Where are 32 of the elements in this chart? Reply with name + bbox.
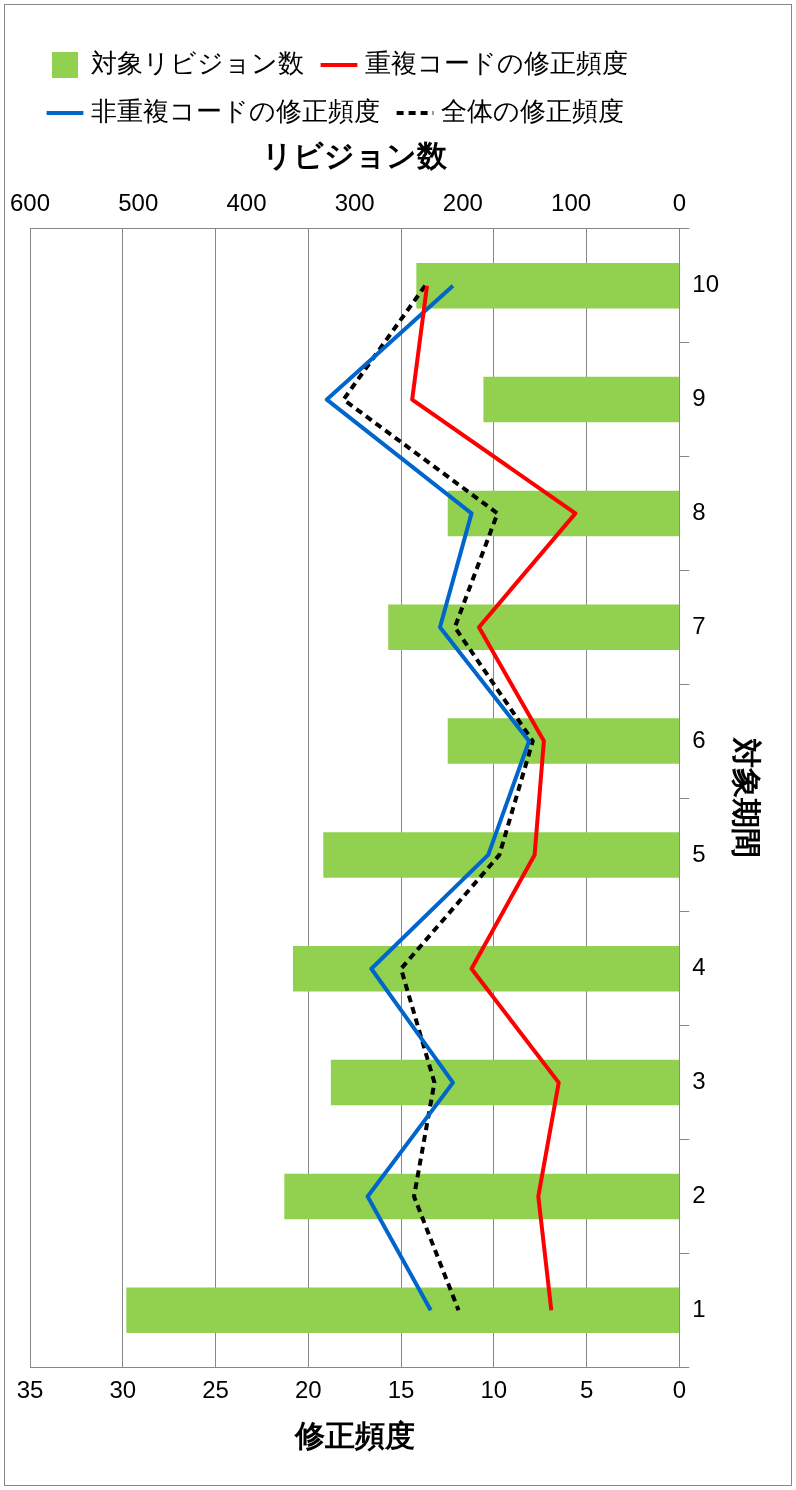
x2-tick-label: 0 — [672, 189, 686, 217]
y-tick-label: 9 — [692, 384, 706, 412]
x-axis-title: 修正頻度 — [293, 1419, 415, 1453]
x-tick-label: 20 — [294, 1376, 322, 1404]
x-tick-label: 5 — [579, 1376, 594, 1404]
y-tick-label: 2 — [692, 1181, 706, 1209]
x2-tick-label: 300 — [334, 189, 375, 217]
legend-label: 対象リビジョン数 — [91, 48, 304, 79]
y-tick-label: 7 — [692, 611, 706, 639]
y-tick-label: 6 — [692, 725, 706, 753]
legend-label: 非重複コードの修正頻度 — [91, 96, 380, 127]
x-tick-label: 15 — [387, 1376, 415, 1404]
legend-label: 重複コードの修正頻度 — [365, 48, 628, 79]
y-tick-label: 3 — [692, 1067, 706, 1095]
x-tick-label: 10 — [480, 1376, 508, 1404]
x-tick-label: 35 — [16, 1376, 44, 1404]
y-tick-label: 5 — [692, 839, 706, 867]
x2-tick-label: 600 — [10, 189, 51, 217]
x2-tick-label: 400 — [226, 189, 267, 217]
x2-tick-label: 500 — [118, 189, 159, 217]
x-tick-label: 0 — [672, 1376, 686, 1404]
y-tick-label: 4 — [692, 953, 706, 981]
y-axis-title: 対象期間 — [729, 737, 763, 858]
y-tick-label: 1 — [692, 1294, 706, 1322]
x2-tick-label: 100 — [551, 189, 592, 217]
x2-axis-title: リビジョン数 — [262, 139, 449, 173]
legend-label: 全体の修正頻度 — [441, 96, 624, 127]
y-tick-label: 10 — [692, 270, 720, 298]
x2-tick-label: 200 — [442, 189, 483, 217]
x-tick-label: 30 — [109, 1376, 137, 1404]
y-tick-label: 8 — [692, 498, 706, 526]
x-tick-label: 25 — [202, 1376, 229, 1404]
